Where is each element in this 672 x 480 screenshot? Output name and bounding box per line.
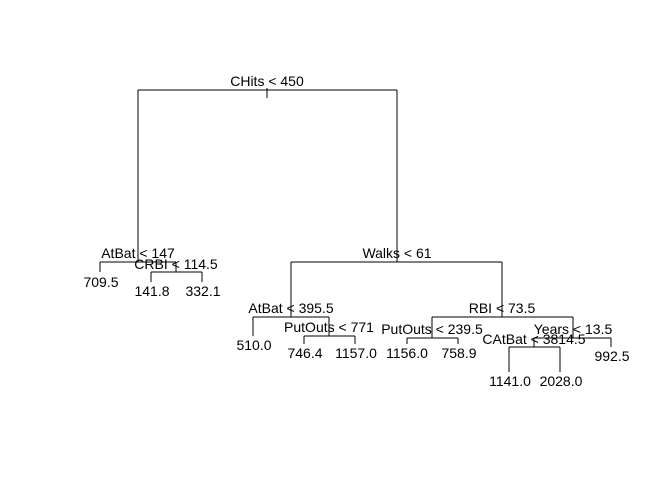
split-label-atbat-147: AtBat < 147: [101, 245, 175, 261]
split-label-walks: Walks < 61: [362, 245, 431, 261]
leaf-value: 992.5: [594, 348, 629, 364]
leaf-value: 746.4: [287, 345, 322, 361]
leaf-value: 1157.0: [335, 345, 377, 361]
leaf-value: 510.0: [236, 337, 271, 353]
split-label-root: CHits < 450: [230, 73, 304, 89]
split-label-crbi: CRBI < 114.5: [134, 256, 218, 272]
tree-branches: [99, 88, 612, 372]
split-label-rbi: RBI < 73.5: [469, 300, 536, 316]
split-label-putouts-239: PutOuts < 239.5: [381, 321, 483, 337]
split-label-catbat: CAtBat < 3814.5: [482, 331, 585, 347]
leaf-value: 332.1: [185, 283, 220, 299]
leaf-value: 709.5: [83, 274, 118, 290]
split-label-years: Years < 13.5: [534, 321, 613, 337]
split-label-atbat-395: AtBat < 395.5: [248, 300, 333, 316]
leaf-labels: 709.5 141.8 332.1 510.0 746.4 1157.0 115…: [83, 274, 629, 389]
leaf-value: 141.8: [134, 283, 169, 299]
leaf-value: 2028.0: [540, 373, 583, 389]
leaf-value: 1141.0: [489, 373, 531, 389]
split-labels: CHits < 450 AtBat < 147 CRBI < 114.5 Wal…: [101, 73, 612, 347]
leaf-value: 758.9: [441, 345, 476, 361]
leaf-value: 1156.0: [386, 345, 428, 361]
split-label-putouts-771: PutOuts < 771: [284, 319, 374, 335]
